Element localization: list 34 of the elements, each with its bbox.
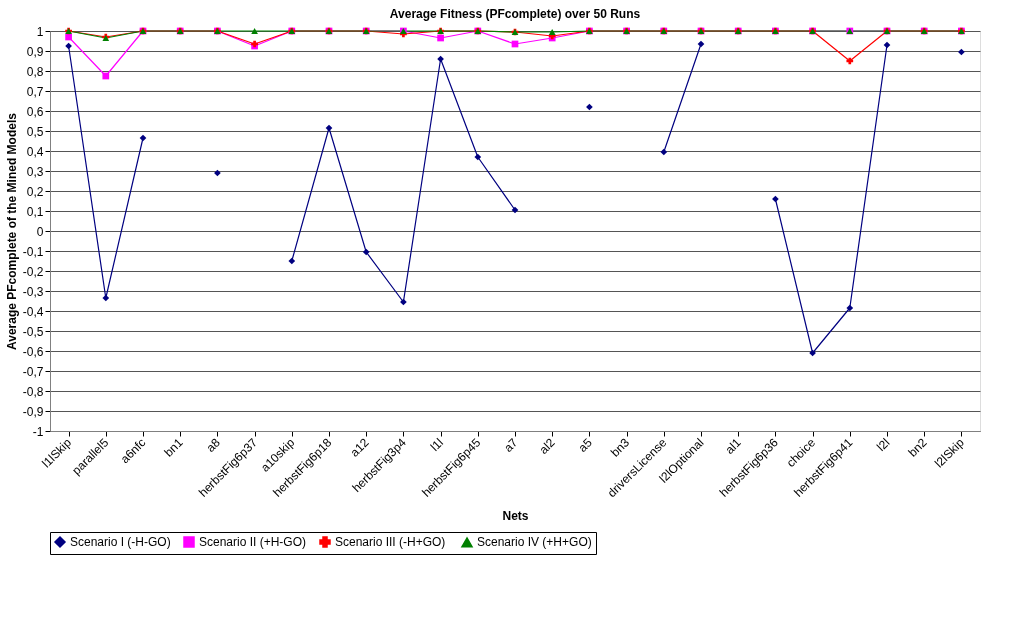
y-tick-label: 0,7 [26,84,44,99]
y-tick-label: -0,1 [22,244,44,259]
y-tick-label: -0,5 [22,324,44,339]
y-tick-label: -0,7 [22,364,44,379]
y-tick-label: -0,3 [22,284,44,299]
chart-title: Average Fitness (PFcomplete) over 50 Runs [389,7,641,21]
x-tick-label: bn1 [161,435,186,460]
y-tick-label: 0,1 [26,204,44,219]
y-tick-label: 1 [36,24,44,39]
x-tick-label: l2l [874,435,893,454]
y-axis-title: Average PFcomplete of the Mined Models [4,112,19,350]
x-tick-label: a5 [575,435,596,455]
y-tick-label: 0,8 [26,64,44,79]
x-axis-title: Nets [502,509,529,524]
y-tick-label: -0,6 [22,344,44,359]
y-tick-label: 0 [36,224,44,239]
x-tick-label: al2 [536,435,558,457]
legend-label: Scenario I (-H-GO) [70,535,171,549]
y-tick-label: 0,3 [26,164,44,179]
legend-label: Scenario II (+H-GO) [199,535,307,549]
legend-label: Scenario III (-H+GO) [335,535,446,549]
y-tick-label: -0,4 [22,304,44,319]
x-tick-label: a7 [501,435,521,455]
y-tick-label: 0,6 [26,104,44,119]
y-tick-label: -0,8 [22,384,44,399]
y-tick-label: 0,5 [26,124,44,139]
y-tick-label: -0,9 [22,404,44,419]
y-tick-label: 0,4 [26,144,44,159]
y-tick-label: 0,9 [26,44,44,59]
y-tick-label: -0,2 [22,264,44,279]
y-tick-label: -1 [32,424,44,439]
x-tick-label: bn2 [905,435,930,460]
y-tick-label: 0,2 [26,184,44,199]
legend-label: Scenario IV (+H+GO) [477,535,592,550]
